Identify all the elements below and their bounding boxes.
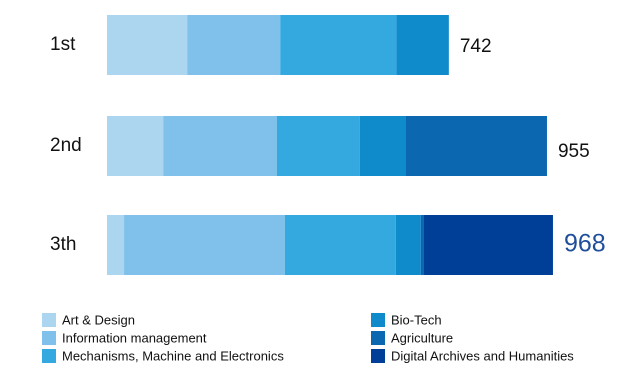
bar-segment [107, 15, 188, 75]
total-label: 955 [558, 141, 590, 162]
legend-label: Agriculture [391, 330, 453, 345]
bar-segment [276, 116, 360, 176]
legend-swatch [42, 313, 56, 327]
bar-segment [124, 215, 285, 275]
bar-segment [395, 215, 421, 275]
total-label: 968 [564, 230, 606, 258]
bar-segment [163, 116, 277, 176]
bar-segment [359, 116, 406, 176]
bar-segment [423, 215, 553, 275]
legend-swatch [42, 349, 56, 363]
bar-segment [396, 15, 449, 75]
category-label: 1st [50, 34, 76, 55]
legend-label: Mechanisms, Machine and Electronics [62, 348, 284, 363]
legend-swatch [42, 331, 56, 345]
legend-swatch [371, 313, 385, 327]
legend-swatch [371, 349, 385, 363]
bar-segment [107, 116, 164, 176]
legend-label: Bio-Tech [391, 312, 442, 327]
bar-segment [284, 215, 396, 275]
total-label: 742 [460, 36, 492, 57]
legend-label: Digital Archives and Humanities [391, 348, 574, 363]
bar-segment [187, 15, 281, 75]
legend-label: Information management [62, 330, 207, 345]
bar-segment [280, 15, 397, 75]
category-label: 3th [50, 234, 76, 255]
legend-label: Art & Design [62, 312, 135, 327]
legend-swatch [371, 331, 385, 345]
bar-segment [107, 215, 125, 275]
bar-segment [405, 116, 547, 176]
bar-segment [420, 215, 424, 275]
category-label: 2nd [50, 135, 82, 156]
